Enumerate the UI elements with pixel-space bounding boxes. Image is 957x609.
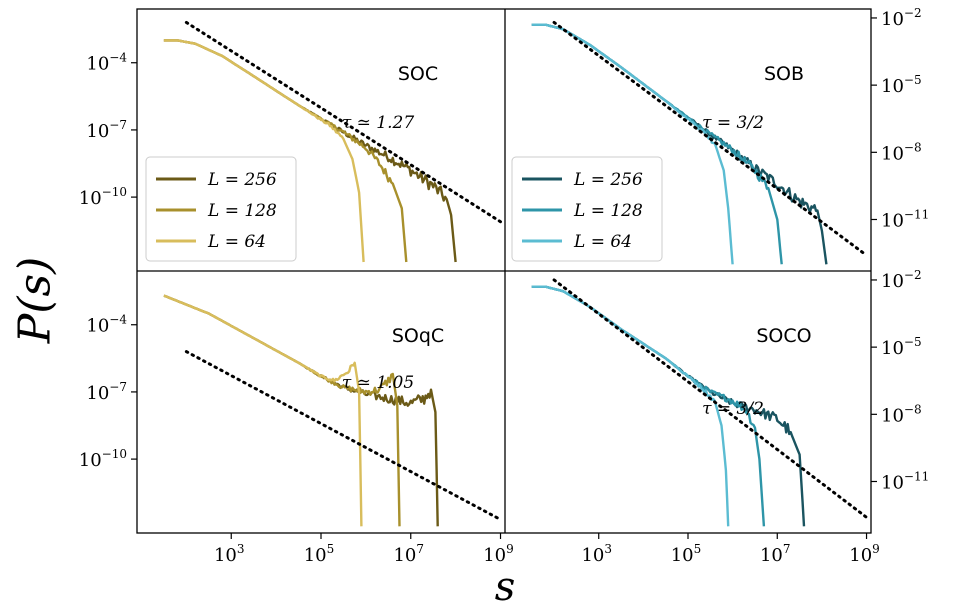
panel-sob-plot-area: [531, 20, 869, 265]
panel-soqc-plot-area: [163, 294, 503, 527]
panel-sob: SOB τ = 3/2 L = 256 L = 128 L = 64: [511, 20, 869, 265]
x-tick-label: 109: [849, 542, 880, 566]
reference-line-soco: [552, 278, 869, 519]
panel-title-sob: SOB: [764, 63, 804, 85]
x-tick-label: 109: [483, 542, 514, 566]
y-tick-label-left: 10−7: [86, 380, 127, 404]
tau-annotation-soc: τ ≃ 1.27: [342, 113, 414, 133]
tau-annotation-soco: τ = 3/2: [702, 399, 764, 419]
y-axis-label: P(s): [10, 257, 61, 345]
y-tick-label-left: 10−7: [86, 118, 127, 142]
y-tick-label-right: 10−8: [881, 140, 922, 164]
x-tick-label: 105: [671, 542, 702, 566]
legend-label: L = 256: [573, 170, 643, 190]
y-tick-label-left: 10−4: [86, 313, 127, 337]
legend-label: L = 128: [207, 201, 277, 221]
panel-title-soqc: SOqC: [392, 325, 444, 347]
panel-soc-plot-area: [163, 20, 503, 263]
legend-label: L = 128: [573, 201, 643, 221]
y-tick-label-left: 10−4: [86, 51, 127, 75]
series-line-soc-L64: [163, 39, 365, 263]
x-tick-label: 105: [304, 542, 335, 566]
x-tick-label: 107: [393, 542, 424, 566]
y-tick-label-right: 10−5: [881, 335, 922, 359]
x-tick-label: 107: [760, 542, 791, 566]
panel-title-soc: SOC: [398, 63, 438, 85]
legend-frame: [511, 156, 663, 262]
x-axis-label: s: [495, 564, 516, 609]
x-tick-label: 103: [581, 542, 612, 566]
reference-line-soqc: [184, 350, 503, 522]
panel-soco: SOCO τ = 3/2: [531, 278, 869, 527]
panel-title-soco: SOCO: [756, 325, 811, 347]
y-tick-label-right: 10−8: [881, 402, 922, 426]
legend-label: L = 256: [207, 170, 277, 190]
y-tick-label-left: 10−10: [79, 185, 127, 209]
y-tick-label-right: 10−2: [881, 268, 922, 292]
y-tick-label-left: 10−10: [79, 447, 127, 471]
y-tick-label-right: 10−11: [881, 207, 929, 231]
legend-label: L = 64: [573, 232, 632, 252]
y-tick-label-right: 10−2: [881, 6, 922, 30]
panel-soc: SOC τ ≃ 1.27 L = 256 L = 128 L = 64: [145, 20, 503, 263]
legend-soc: L = 256 L = 128 L = 64: [145, 156, 297, 262]
legend-label: L = 64: [207, 232, 266, 252]
tau-annotation-sob: τ = 3/2: [702, 113, 764, 133]
y-tick-label-right: 10−5: [881, 73, 922, 97]
series-line-soco-L64: [531, 285, 730, 527]
x-tick-label: 103: [214, 542, 245, 566]
panels-layer: SOC τ ≃ 1.27 L = 256 L = 128 L = 64 SOB τ = 3/…: [145, 20, 869, 527]
panel-soco-plot-area: [531, 278, 869, 527]
series-line-soqc-L128: [163, 294, 401, 527]
tau-annotation-soqc: τ ≃ 1.05: [342, 373, 414, 393]
panel-soqc: SOqC τ ≃ 1.05: [163, 294, 503, 527]
reference-line-sob: [552, 20, 869, 257]
series-line-soqc-L64: [163, 294, 363, 527]
axes-layer: 103 105 107 109 103 105 107 109 10−4 10−7 10−10 10−…: [79, 6, 929, 566]
legend-sob: L = 256 L = 128 L = 64: [511, 156, 663, 262]
y-tick-label-right: 10−11: [881, 469, 929, 493]
legend-frame: [145, 156, 297, 262]
